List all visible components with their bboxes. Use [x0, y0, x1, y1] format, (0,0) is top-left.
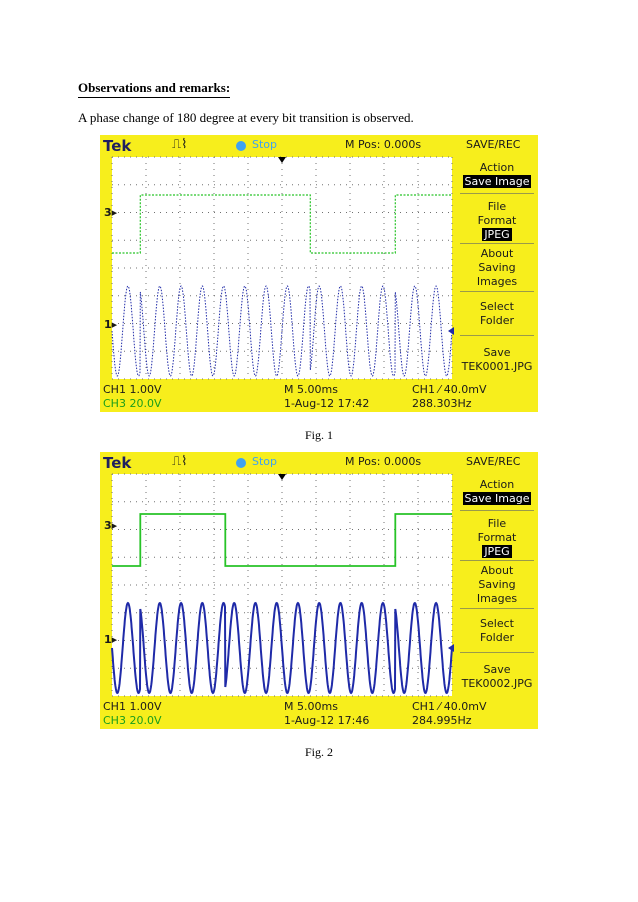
- trigger-level-icon: [448, 327, 454, 335]
- menu-action-value[interactable]: Save Image: [462, 175, 532, 188]
- menu-divider: [460, 652, 534, 653]
- ch3-marker: 3▸: [104, 519, 118, 532]
- menu-format-label[interactable]: Format: [477, 531, 517, 544]
- menu-divider: [460, 510, 534, 511]
- menu-save-file[interactable]: TEK0002.JPG: [461, 677, 533, 690]
- ch1-scale: CH1 1.00V: [103, 383, 162, 396]
- menu-save-label[interactable]: Save: [483, 663, 511, 676]
- oscilloscope-screen-2: Tek ⎍⌇ Stop M Pos: 0.000s SAVE/REC 3▸ 1▸…: [100, 452, 538, 729]
- observation-text: A phase change of 180 degree at every bi…: [78, 110, 414, 125]
- menu-title: SAVE/REC: [466, 455, 521, 468]
- menu-divider: [460, 608, 534, 609]
- menu-title: SAVE/REC: [466, 138, 521, 151]
- oscilloscope-screen-1: Tek ⎍⌇ Stop M Pos: 0.000s SAVE/REC 3▸ 1▸…: [100, 135, 538, 412]
- stop-indicator-icon: [236, 458, 246, 468]
- menu-divider: [460, 243, 534, 244]
- menu-format-value[interactable]: JPEG: [482, 228, 512, 241]
- figure-caption-2: Fig. 2: [304, 745, 333, 759]
- ch3-digital-trace: [112, 513, 452, 567]
- datetime-readout: 1-Aug-12 17:46: [284, 714, 370, 727]
- ch3-digital-trace: [112, 194, 452, 254]
- menu-file-label[interactable]: File: [487, 517, 507, 530]
- waveform-display: [111, 156, 454, 380]
- tek-logo: Tek: [103, 137, 132, 155]
- status-label: Stop: [252, 138, 278, 151]
- menu-select-label[interactable]: Select: [480, 300, 514, 313]
- trigger-position-icon: [278, 157, 286, 163]
- timebase-readout: M 5.00ms: [284, 700, 338, 713]
- menu-action-label[interactable]: Action: [479, 478, 515, 491]
- menu-about-1[interactable]: About: [480, 564, 514, 577]
- menu-save-label[interactable]: Save: [483, 346, 511, 359]
- stop-indicator-icon: [236, 141, 246, 151]
- menu-select-label[interactable]: Select: [480, 617, 514, 630]
- menu-divider: [460, 560, 534, 561]
- section-heading: Observations and remarks:: [78, 80, 231, 98]
- trigger-level-icon: [448, 644, 454, 652]
- acquire-icon: ⎍⌇: [172, 137, 188, 152]
- menu-about-3[interactable]: Images: [476, 592, 518, 605]
- menu-folder-label[interactable]: Folder: [480, 314, 514, 327]
- m-pos-readout: M Pos: 0.000s: [345, 455, 422, 468]
- timebase-readout: M 5.00ms: [284, 383, 338, 396]
- menu-folder-label[interactable]: Folder: [480, 631, 514, 644]
- waveform-display: [111, 473, 454, 697]
- trigger-readout: CH1 ⁄ 40.0mV: [412, 700, 487, 713]
- menu-about-3[interactable]: Images: [476, 275, 518, 288]
- menu-about-1[interactable]: About: [480, 247, 514, 260]
- menu-file-label[interactable]: File: [487, 200, 507, 213]
- figure-caption-1: Fig. 1: [304, 428, 333, 442]
- ch1-marker: 1▸: [104, 318, 118, 331]
- ch3-scale: CH3 20.0V: [103, 714, 162, 727]
- m-pos-readout: M Pos: 0.000s: [345, 138, 422, 151]
- ch1-carrier-trace: [111, 601, 453, 695]
- ch3-marker: 3▸: [104, 206, 118, 219]
- ch1-marker: 1▸: [104, 633, 118, 646]
- frequency-readout: 288.303Hz: [412, 397, 472, 410]
- frequency-readout: 284.995Hz: [412, 714, 472, 727]
- save-rec-menu: Action Save Image File Format JPEG About…: [458, 157, 536, 383]
- menu-action-label[interactable]: Action: [479, 161, 515, 174]
- menu-about-2[interactable]: Saving: [478, 578, 516, 591]
- acquire-icon: ⎍⌇: [172, 454, 188, 469]
- tek-logo: Tek: [103, 454, 132, 472]
- trigger-readout: CH1 ⁄ 40.0mV: [412, 383, 487, 396]
- datetime-readout: 1-Aug-12 17:42: [284, 397, 370, 410]
- menu-divider: [460, 335, 534, 336]
- menu-divider: [460, 193, 534, 194]
- menu-action-value[interactable]: Save Image: [462, 492, 532, 505]
- ch1-scale: CH1 1.00V: [103, 700, 162, 713]
- menu-divider: [460, 291, 534, 292]
- ch3-scale: CH3 20.0V: [103, 397, 162, 410]
- trigger-position-icon: [278, 474, 286, 480]
- save-rec-menu: Action Save Image File Format JPEG About…: [458, 474, 536, 700]
- menu-format-label[interactable]: Format: [477, 214, 517, 227]
- menu-about-2[interactable]: Saving: [478, 261, 516, 274]
- menu-format-value[interactable]: JPEG: [482, 545, 512, 558]
- status-label: Stop: [252, 455, 278, 468]
- menu-save-file[interactable]: TEK0001.JPG: [461, 360, 533, 373]
